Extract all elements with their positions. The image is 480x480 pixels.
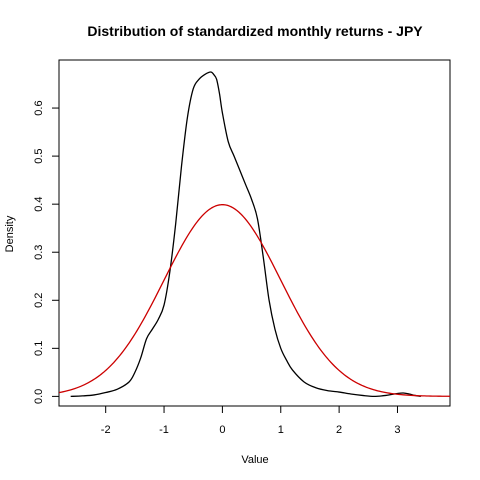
y-tick-label: 0.0 (33, 389, 45, 404)
y-tick-label: 0.4 (33, 197, 45, 212)
plot-frame (58, 59, 451, 407)
chart-title: Distribution of standardized monthly ret… (87, 23, 423, 39)
x-tick-label: 0 (219, 424, 225, 436)
y-tick-label: 0.3 (33, 245, 45, 260)
series-layer (59, 71, 450, 398)
x-tick-label: 2 (336, 424, 342, 436)
y-axis: 0.0 0.1 0.2 0.3 0.4 0.5 0.6 (33, 100, 59, 404)
x-axis: -2 -1 0 1 2 3 (101, 406, 401, 436)
y-axis-label: Density (4, 215, 16, 252)
x-tick-label: -1 (159, 424, 169, 436)
x-axis-label: Value (241, 454, 268, 466)
y-tick-label: 0.6 (33, 100, 45, 115)
y-tick-label: 0.1 (33, 341, 45, 356)
x-tick-label: 3 (394, 424, 400, 436)
kernel-density-line (70, 71, 421, 398)
x-tick-label: 1 (278, 424, 284, 436)
normal-density-line (59, 204, 450, 397)
y-tick-label: 0.2 (33, 293, 45, 308)
x-tick-label: -2 (101, 424, 111, 436)
y-tick-label: 0.5 (33, 148, 45, 163)
